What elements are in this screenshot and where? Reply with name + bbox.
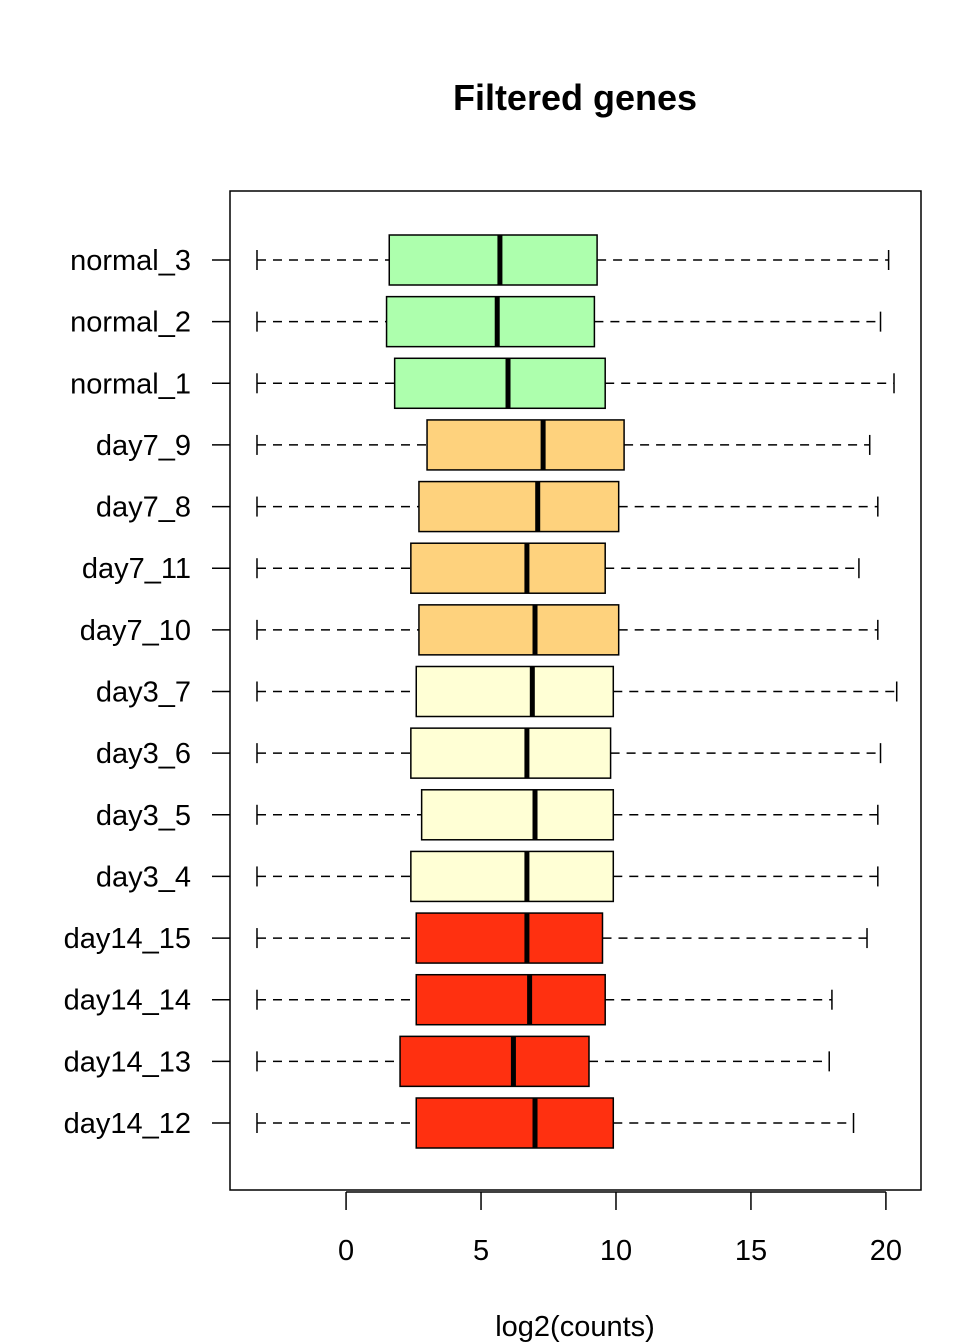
x-tick-label: 5	[473, 1235, 489, 1267]
y-tick-label: day7_11	[82, 553, 191, 585]
y-tick-label: normal_2	[70, 307, 191, 339]
iqr-box	[418, 480, 620, 533]
y-tick-label: day3_4	[96, 861, 191, 893]
boxes-layer	[256, 234, 898, 1149]
iqr-box	[415, 912, 604, 964]
box-day3_5	[256, 789, 879, 841]
iqr-box	[426, 419, 625, 471]
x-tick-label: 20	[870, 1235, 902, 1267]
y-tick-label: normal_3	[70, 245, 191, 277]
y-tick-label: day3_6	[96, 738, 191, 770]
iqr-box	[399, 1035, 590, 1088]
iqr-box	[410, 850, 615, 903]
x-axis-label: log2(counts)	[495, 1311, 655, 1343]
x-axis: 0 5 10 15 20	[338, 1191, 902, 1267]
y-tick-label: day3_5	[96, 800, 191, 832]
box-day7_11	[256, 542, 860, 594]
box-normal_1	[256, 357, 895, 410]
box-day3_7	[256, 665, 898, 718]
iqr-box	[420, 789, 615, 841]
iqr-box	[415, 1097, 615, 1149]
iqr-box	[415, 665, 615, 718]
y-tick-label: day7_10	[80, 615, 191, 647]
box-day14_12	[256, 1097, 855, 1149]
y-axis: day14_12 day14_13 day14_14 day14_15 day3_4 da…	[64, 245, 230, 1140]
box-normal_2	[256, 295, 882, 348]
iqr-box	[388, 234, 598, 286]
y-tick-label: day14_14	[64, 985, 191, 1017]
box-day3_4	[256, 850, 879, 903]
y-tick-label: day14_12	[64, 1108, 191, 1140]
box-day7_10	[256, 604, 879, 656]
x-tick-label: 0	[338, 1235, 354, 1267]
y-tick-label: day14_13	[64, 1046, 191, 1078]
iqr-box	[385, 295, 596, 348]
box-day14_15	[256, 912, 868, 964]
y-tick-label: day7_8	[96, 492, 191, 524]
box-normal_3	[256, 234, 890, 286]
plot-frame	[229, 190, 922, 1191]
box-day7_9	[256, 419, 871, 471]
chart-title: Filtered genes	[453, 77, 697, 118]
y-tick-label: normal_1	[70, 368, 191, 400]
x-tick-label: 15	[735, 1235, 767, 1267]
iqr-box	[418, 604, 620, 656]
x-tick-label: 10	[600, 1235, 632, 1267]
iqr-box	[410, 727, 612, 779]
y-tick-label: day14_15	[64, 923, 191, 955]
iqr-box	[410, 542, 606, 594]
y-tick-label: day3_7	[96, 677, 191, 709]
box-day14_14	[256, 973, 833, 1026]
box-day14_13	[256, 1035, 830, 1088]
box-day7_8	[256, 480, 879, 533]
iqr-box	[415, 973, 606, 1026]
box-day3_6	[256, 727, 882, 779]
y-tick-label: day7_9	[96, 430, 191, 462]
iqr-box	[393, 357, 606, 410]
